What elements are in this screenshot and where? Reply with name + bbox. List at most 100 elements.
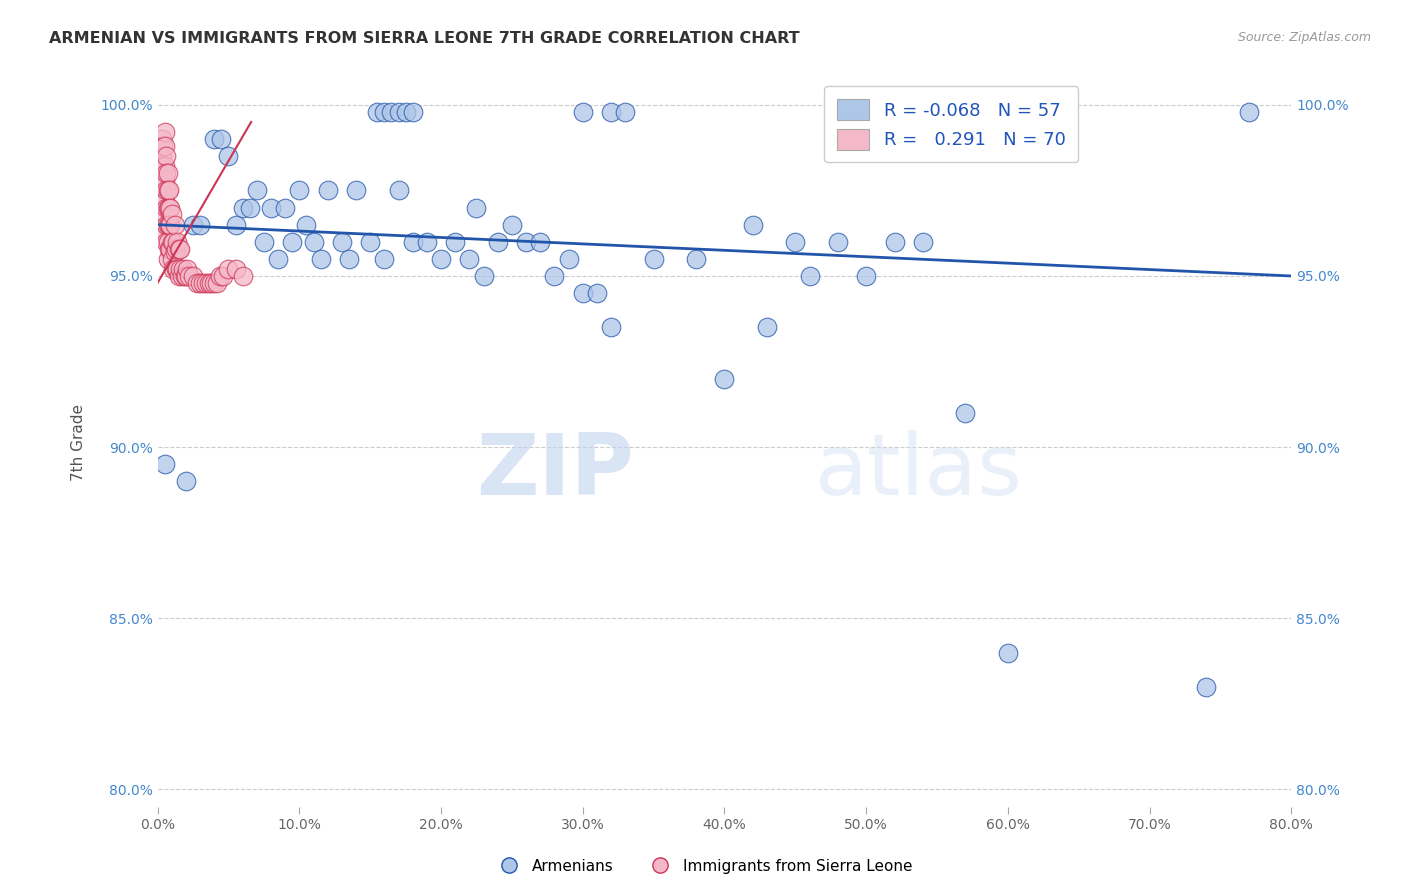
Point <box>373 104 395 119</box>
Point <box>288 183 311 197</box>
Point <box>373 252 395 266</box>
Point <box>600 320 623 334</box>
Point <box>177 268 200 283</box>
Point <box>274 201 297 215</box>
Point <box>387 183 409 197</box>
Point <box>330 235 353 249</box>
Point <box>172 262 194 277</box>
Point <box>225 218 247 232</box>
Point <box>165 242 187 256</box>
Point <box>416 235 439 249</box>
Point <box>614 104 637 119</box>
Point <box>557 252 579 266</box>
Point <box>166 262 188 277</box>
Point <box>202 276 225 290</box>
Point <box>253 235 276 249</box>
Point <box>529 235 551 249</box>
Point <box>380 104 402 119</box>
Point <box>444 235 467 249</box>
Point <box>181 218 204 232</box>
Point <box>387 104 409 119</box>
Point <box>267 252 290 266</box>
Point <box>188 276 211 290</box>
Point <box>162 235 184 249</box>
Point <box>157 183 180 197</box>
Point <box>543 268 565 283</box>
Point <box>1195 680 1218 694</box>
Point <box>160 252 183 266</box>
Point <box>159 218 181 232</box>
Point <box>150 132 173 146</box>
Point <box>1237 104 1260 119</box>
Point <box>149 160 172 174</box>
Point <box>149 139 172 153</box>
Point <box>155 235 177 249</box>
Point <box>153 125 176 139</box>
Point <box>156 183 179 197</box>
Point <box>685 252 707 266</box>
Point <box>156 218 179 232</box>
Point <box>202 132 225 146</box>
Text: ZIP: ZIP <box>477 430 634 513</box>
Point <box>713 372 735 386</box>
Point <box>309 252 332 266</box>
Point <box>156 166 179 180</box>
Point <box>394 104 416 119</box>
Point <box>827 235 849 249</box>
Point <box>785 235 807 249</box>
Point <box>170 268 193 283</box>
Point <box>911 235 934 249</box>
Point <box>955 406 977 420</box>
Point <box>337 252 360 266</box>
Point <box>430 252 453 266</box>
Point <box>160 235 183 249</box>
Point <box>855 268 877 283</box>
Point <box>188 218 211 232</box>
Point <box>205 276 228 290</box>
Point <box>571 104 593 119</box>
Point <box>153 457 176 471</box>
Point <box>295 218 318 232</box>
Point <box>643 252 665 266</box>
Point <box>260 201 283 215</box>
Point <box>316 183 339 197</box>
Point <box>741 218 763 232</box>
Point <box>165 262 187 277</box>
Point <box>211 268 233 283</box>
Point <box>153 139 176 153</box>
Point <box>799 268 821 283</box>
Point <box>232 201 254 215</box>
Point <box>571 286 593 301</box>
Point <box>359 235 381 249</box>
Point <box>200 276 222 290</box>
Point <box>174 475 197 489</box>
Point <box>197 276 219 290</box>
Point <box>152 160 174 174</box>
Point <box>181 268 204 283</box>
Point <box>501 218 523 232</box>
Point <box>208 268 231 283</box>
Point <box>153 173 176 187</box>
Legend: Armenians, Immigrants from Sierra Leone: Armenians, Immigrants from Sierra Leone <box>488 853 918 880</box>
Point <box>169 242 191 256</box>
Point <box>169 262 191 277</box>
Point <box>155 183 177 197</box>
Point <box>366 104 388 119</box>
Point <box>162 262 184 277</box>
Point <box>176 262 198 277</box>
Point <box>163 245 186 260</box>
Point <box>155 149 177 163</box>
Point <box>344 183 367 197</box>
Point <box>472 268 495 283</box>
Point <box>586 286 609 301</box>
Point <box>157 242 180 256</box>
Point <box>465 201 488 215</box>
Point <box>155 166 177 180</box>
Point <box>152 180 174 194</box>
Point <box>150 149 173 163</box>
Point <box>159 242 181 256</box>
Text: Source: ZipAtlas.com: Source: ZipAtlas.com <box>1237 31 1371 45</box>
Point <box>163 218 186 232</box>
Point <box>153 207 176 221</box>
Point <box>153 160 176 174</box>
